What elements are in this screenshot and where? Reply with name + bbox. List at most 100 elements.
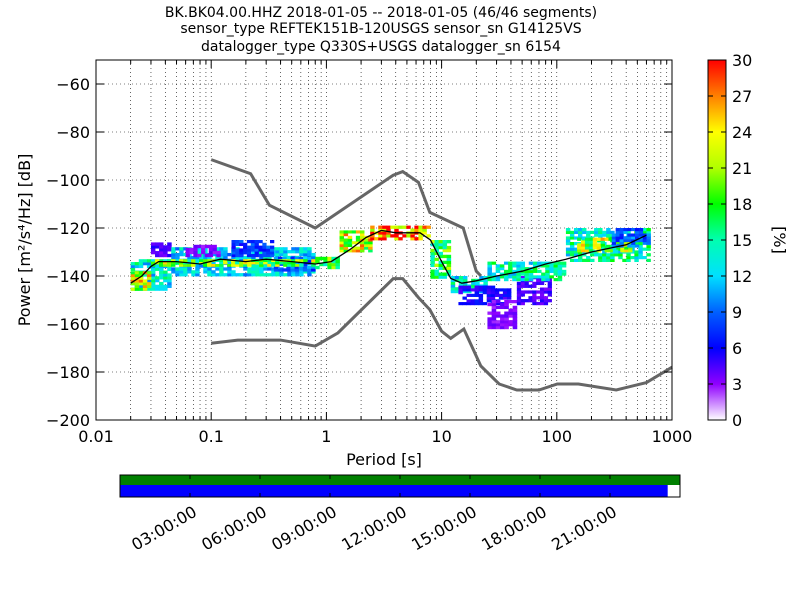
timeline-tick-label: 12:00:00 xyxy=(338,502,410,554)
density-cell xyxy=(398,237,403,241)
density-cell xyxy=(351,241,357,245)
density-cell xyxy=(442,240,448,244)
density-cell xyxy=(275,252,280,257)
density-cell xyxy=(584,246,590,250)
density-cell xyxy=(175,270,180,274)
density-cell xyxy=(134,271,140,275)
density-cell xyxy=(291,247,296,251)
density-cell xyxy=(478,296,484,300)
density-cell xyxy=(638,233,644,237)
density-cell xyxy=(638,247,643,251)
density-cell xyxy=(142,287,148,291)
density-cell xyxy=(520,281,525,286)
density-cell xyxy=(323,262,328,267)
density-cell xyxy=(231,270,236,274)
density-cell xyxy=(271,261,276,265)
density-cell xyxy=(273,256,279,261)
density-cell xyxy=(347,238,353,242)
density-cell xyxy=(565,228,571,232)
density-cell xyxy=(438,240,444,244)
density-cell xyxy=(516,296,522,300)
density-cell xyxy=(207,267,212,271)
density-cell xyxy=(634,228,640,232)
density-cell xyxy=(146,264,152,269)
density-cell xyxy=(216,253,221,258)
density-cell xyxy=(223,273,228,277)
density-cell xyxy=(331,265,336,270)
density-cell xyxy=(219,255,224,260)
density-cell xyxy=(235,240,240,244)
density-cell xyxy=(138,287,144,291)
density-cell xyxy=(207,259,212,262)
density-cell xyxy=(495,267,501,271)
noise-model-nlnm xyxy=(211,277,673,392)
density-cell xyxy=(370,234,375,238)
density-cell xyxy=(590,230,595,234)
density-cell xyxy=(528,284,533,288)
density-cell xyxy=(138,264,144,269)
density-cell xyxy=(162,264,168,267)
density-cell xyxy=(327,256,332,261)
density-cell xyxy=(203,264,208,267)
x-tick-label: 100 xyxy=(542,427,573,446)
density-cell xyxy=(299,247,304,251)
density-cell xyxy=(620,246,625,250)
density-cell xyxy=(528,269,534,273)
density-cell xyxy=(458,291,463,295)
density-cell xyxy=(223,247,228,251)
density-cell xyxy=(594,230,599,234)
density-cell xyxy=(642,247,647,251)
density-cell xyxy=(211,252,216,257)
density-cell xyxy=(438,242,444,247)
density-cell xyxy=(438,254,444,259)
density-cell xyxy=(195,258,200,262)
density-cell xyxy=(368,243,373,247)
density-cell xyxy=(434,248,439,253)
density-cell xyxy=(138,271,144,275)
density-cell xyxy=(302,265,308,269)
density-cell xyxy=(183,264,188,267)
density-cell xyxy=(150,279,156,283)
density-cell xyxy=(532,264,538,268)
density-cell xyxy=(495,325,501,330)
density-cell xyxy=(207,261,212,265)
density-cell xyxy=(150,273,156,277)
density-cell xyxy=(254,254,259,258)
density-cell xyxy=(227,270,232,274)
density-cell xyxy=(307,270,312,274)
density-cell xyxy=(586,233,591,237)
density-cell xyxy=(539,281,545,286)
density-cell xyxy=(446,269,452,273)
density-cell xyxy=(315,256,320,261)
density-cell xyxy=(483,281,488,285)
density-cell xyxy=(539,299,545,303)
density-cell xyxy=(282,256,287,261)
density-cell xyxy=(547,284,552,288)
density-cell xyxy=(159,273,164,277)
density-cell xyxy=(158,261,164,265)
x-tick-label: 1000 xyxy=(652,427,693,446)
density-cell xyxy=(355,238,361,242)
density-cell xyxy=(462,276,468,280)
density-cell xyxy=(618,256,623,260)
density-cell xyxy=(179,252,184,257)
density-cell xyxy=(193,253,198,258)
density-cell xyxy=(438,260,444,265)
density-cell xyxy=(201,247,206,252)
density-cell xyxy=(219,267,224,271)
density-cell xyxy=(159,270,164,274)
density-cell xyxy=(541,272,546,276)
density-cell xyxy=(466,288,471,292)
density-cell xyxy=(211,270,216,274)
density-cell xyxy=(454,278,460,282)
density-cell xyxy=(495,305,501,310)
density-cell xyxy=(520,293,525,297)
density-cell xyxy=(482,291,488,295)
density-cell xyxy=(382,225,387,229)
density-cell xyxy=(146,259,152,263)
density-cell xyxy=(536,281,541,286)
density-cell xyxy=(491,325,497,330)
density-cell xyxy=(258,240,263,244)
median-line xyxy=(130,229,647,284)
density-cell xyxy=(303,255,308,260)
